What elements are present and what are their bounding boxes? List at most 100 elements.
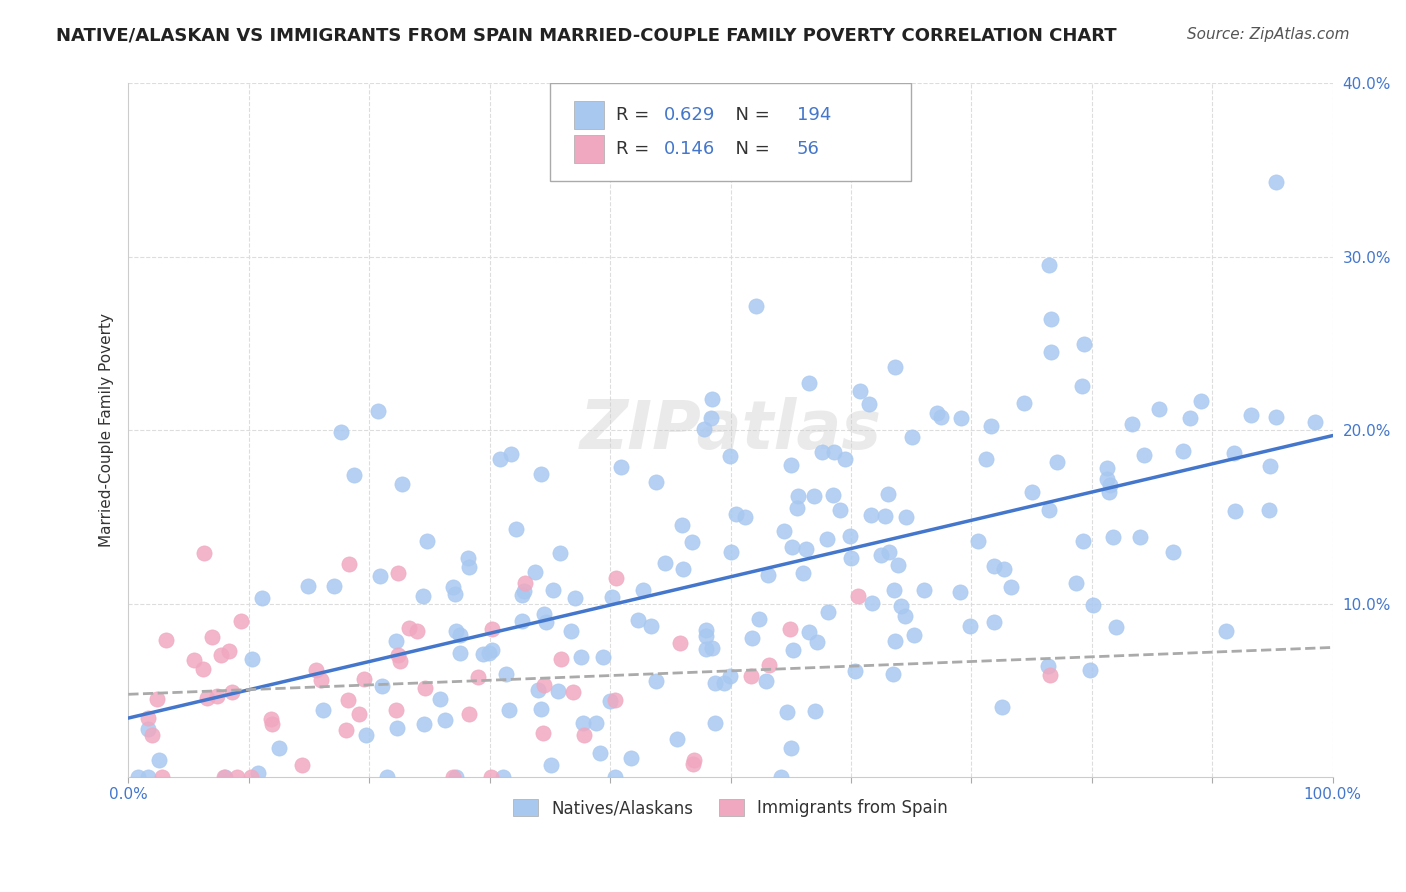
Point bbox=[492, 770, 515, 784]
Point bbox=[406, 624, 429, 639]
Point bbox=[387, 566, 409, 580]
Text: NATIVE/ALASKAN VS IMMIGRANTS FROM SPAIN MARRIED-COUPLE FAMILY POVERTY CORRELATIO: NATIVE/ALASKAN VS IMMIGRANTS FROM SPAIN … bbox=[56, 27, 1116, 45]
Point bbox=[547, 683, 569, 698]
Point bbox=[592, 649, 614, 664]
Point bbox=[703, 716, 725, 731]
Point bbox=[444, 770, 467, 784]
Point bbox=[505, 523, 527, 537]
Point bbox=[467, 670, 489, 684]
Point bbox=[527, 683, 550, 698]
Point bbox=[498, 703, 520, 717]
Point bbox=[980, 419, 1002, 434]
Bar bbox=[574, 136, 605, 163]
Point bbox=[240, 652, 263, 666]
Point bbox=[858, 397, 880, 411]
Point bbox=[671, 561, 693, 575]
Point bbox=[1173, 444, 1195, 458]
Point bbox=[786, 501, 808, 516]
Point bbox=[1095, 472, 1118, 486]
Point bbox=[1071, 533, 1094, 548]
Point bbox=[247, 766, 270, 780]
Point bbox=[336, 693, 359, 707]
Point bbox=[949, 585, 972, 599]
Text: 0.629: 0.629 bbox=[664, 105, 716, 124]
Text: N =: N = bbox=[724, 140, 776, 158]
Point bbox=[1071, 379, 1094, 393]
Point bbox=[433, 713, 456, 727]
Text: 194: 194 bbox=[797, 105, 831, 124]
Point bbox=[779, 458, 801, 472]
Point bbox=[572, 728, 595, 742]
Point bbox=[1012, 396, 1035, 410]
Point bbox=[695, 629, 717, 643]
Point bbox=[894, 510, 917, 524]
Point bbox=[297, 579, 319, 593]
Point bbox=[627, 613, 650, 627]
Point bbox=[782, 643, 804, 657]
Point bbox=[605, 571, 627, 585]
Point bbox=[776, 705, 799, 719]
Point bbox=[792, 566, 814, 580]
Point bbox=[859, 508, 882, 522]
Point bbox=[610, 459, 633, 474]
Point bbox=[1038, 258, 1060, 272]
Point bbox=[633, 583, 655, 598]
Point bbox=[681, 535, 703, 549]
Point bbox=[740, 669, 762, 683]
Point bbox=[1039, 312, 1062, 326]
Point bbox=[523, 566, 546, 580]
Point bbox=[903, 627, 925, 641]
Point bbox=[250, 591, 273, 605]
Point bbox=[748, 612, 770, 626]
Point bbox=[860, 596, 883, 610]
Point bbox=[312, 703, 335, 717]
Point bbox=[877, 487, 900, 501]
Point bbox=[458, 706, 481, 721]
Point bbox=[481, 642, 503, 657]
Point bbox=[543, 582, 565, 597]
FancyBboxPatch shape bbox=[550, 84, 911, 180]
Point bbox=[700, 392, 723, 406]
Point bbox=[758, 657, 780, 672]
Point bbox=[501, 447, 523, 461]
Point bbox=[150, 770, 173, 784]
Point bbox=[803, 489, 825, 503]
Text: ZIPatlas: ZIPatlas bbox=[579, 397, 882, 463]
Point bbox=[155, 632, 177, 647]
Point bbox=[927, 406, 949, 420]
Point bbox=[704, 676, 727, 690]
Point bbox=[983, 615, 1005, 630]
Point bbox=[883, 582, 905, 597]
Point bbox=[1178, 411, 1201, 425]
Point bbox=[291, 757, 314, 772]
Point bbox=[136, 770, 159, 784]
Point bbox=[745, 299, 768, 313]
Point bbox=[1038, 502, 1060, 516]
Point bbox=[823, 445, 845, 459]
Point bbox=[700, 411, 723, 425]
Point bbox=[260, 712, 283, 726]
Point bbox=[441, 770, 464, 784]
Point bbox=[444, 587, 467, 601]
Point bbox=[513, 576, 536, 591]
Point bbox=[444, 624, 467, 638]
Point bbox=[572, 716, 595, 731]
Point bbox=[848, 589, 870, 603]
Point bbox=[839, 529, 862, 543]
Point bbox=[799, 376, 821, 391]
Point bbox=[645, 475, 668, 489]
Point bbox=[195, 691, 218, 706]
Point bbox=[387, 648, 409, 662]
Point bbox=[367, 404, 389, 418]
Point bbox=[1215, 624, 1237, 638]
Point bbox=[810, 444, 832, 458]
Point bbox=[756, 567, 779, 582]
Point bbox=[385, 633, 408, 648]
Point bbox=[890, 599, 912, 613]
Point bbox=[1021, 485, 1043, 500]
Point bbox=[983, 558, 1005, 573]
Point bbox=[136, 711, 159, 725]
Point bbox=[1098, 485, 1121, 500]
Point bbox=[993, 562, 1015, 576]
Point bbox=[335, 723, 357, 737]
